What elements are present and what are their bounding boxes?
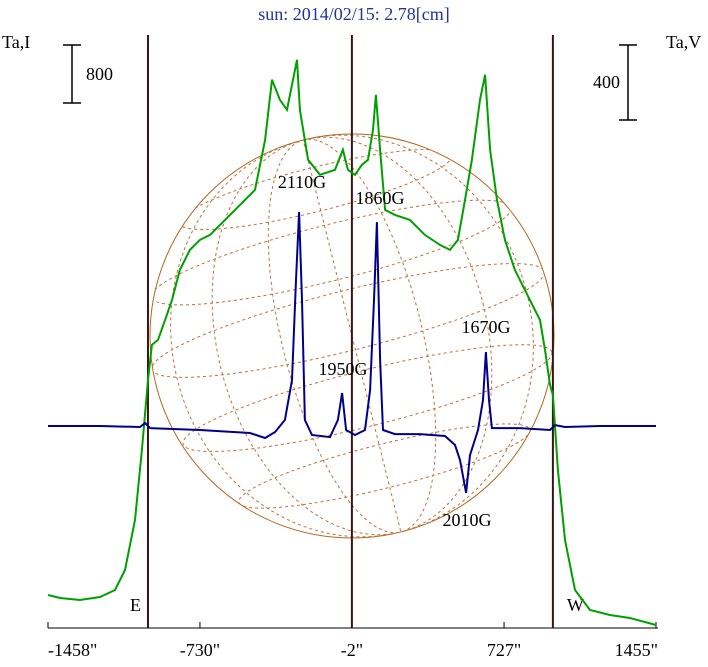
meridian bbox=[211, 136, 493, 536]
annotation: 1860G bbox=[356, 188, 405, 208]
annotation: 1950G bbox=[319, 359, 368, 379]
x-tick-label: -1458" bbox=[48, 640, 97, 660]
x-tick-label: -2" bbox=[341, 640, 363, 660]
y2-axis-label: Ta,V bbox=[666, 32, 701, 52]
x-tick-label: 1455" bbox=[615, 640, 658, 660]
scale-bar-label: 800 bbox=[86, 64, 113, 84]
chart-title: sun: 2014/02/15: 2.78[cm] bbox=[258, 4, 450, 24]
limb-label: E bbox=[130, 595, 141, 615]
x-tick-label: -730" bbox=[180, 640, 220, 660]
latitude bbox=[182, 344, 553, 452]
series-line bbox=[47, 59, 657, 626]
scale-bar-label: 400 bbox=[593, 72, 620, 92]
annotation: 2010G bbox=[443, 510, 492, 530]
limb-label: W bbox=[567, 595, 584, 615]
y-axis-label: Ta,I bbox=[2, 32, 30, 52]
annotation: 1670G bbox=[462, 317, 511, 337]
series-line bbox=[48, 211, 656, 494]
x-tick-label: 727" bbox=[487, 640, 521, 660]
annotation: 2110G bbox=[278, 172, 326, 192]
